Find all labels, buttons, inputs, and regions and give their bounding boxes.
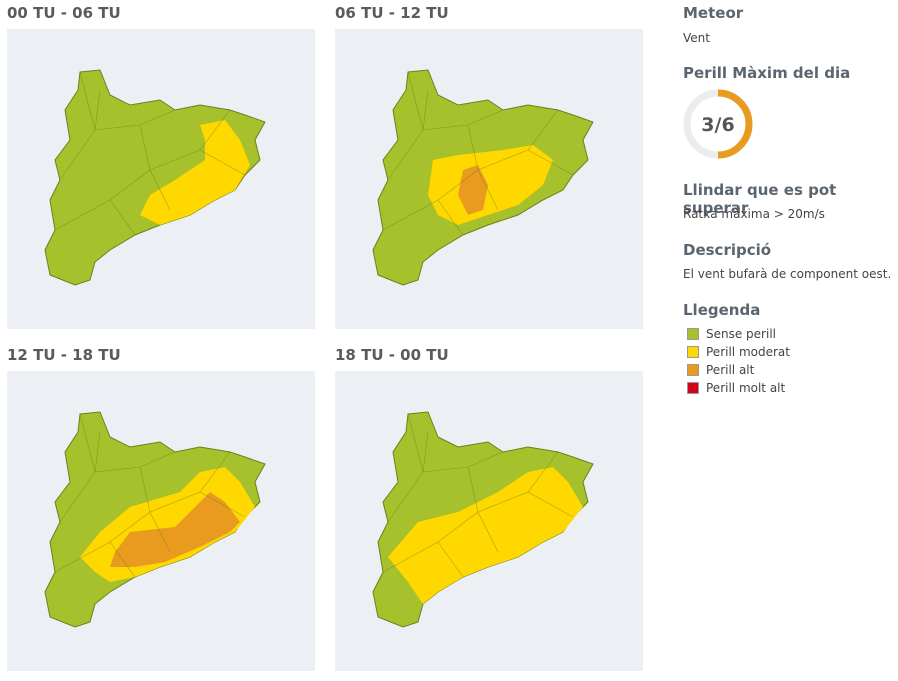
map-panel bbox=[7, 371, 315, 671]
legend-title: Llegenda bbox=[683, 301, 761, 319]
threshold-title: Llindar que es pot superar bbox=[683, 181, 837, 217]
max-title: Perill Màxim del dia bbox=[683, 64, 851, 82]
legend-swatch bbox=[687, 328, 699, 340]
panel-title: 00 TU - 06 TU bbox=[7, 4, 121, 22]
map-panel bbox=[335, 371, 643, 671]
description-title: Descripció bbox=[683, 241, 772, 259]
panel-title: 18 TU - 00 TU bbox=[335, 346, 449, 364]
legend-label: Perill molt alt bbox=[706, 381, 786, 395]
threshold-value: Ratxa màxima > 20m/s bbox=[683, 207, 825, 221]
maps bbox=[7, 29, 643, 671]
legend-item: Sense perill bbox=[687, 327, 776, 341]
gauge: 3/6 bbox=[683, 89, 753, 159]
legend-item: Perill moderat bbox=[687, 345, 790, 359]
panel-title: 12 TU - 18 TU bbox=[7, 346, 121, 364]
legend-swatch bbox=[687, 382, 699, 394]
legend-label: Perill alt bbox=[706, 363, 755, 377]
meteor-value: Vent bbox=[683, 31, 710, 45]
legend-label: Sense perill bbox=[706, 327, 776, 341]
meteor-title: Meteor bbox=[683, 4, 744, 22]
legend-swatch bbox=[687, 346, 699, 358]
legend-item: Perill alt bbox=[687, 363, 754, 377]
legend-swatch bbox=[687, 364, 699, 376]
description-value: El vent bufarà de component oest. bbox=[683, 267, 892, 281]
legend-label: Perill moderat bbox=[706, 345, 790, 359]
panel-title: 06 TU - 12 TU bbox=[335, 4, 449, 22]
gauge-label: 3/6 bbox=[701, 114, 734, 136]
map-panel bbox=[7, 29, 315, 329]
legend-item: Perill molt alt bbox=[687, 381, 785, 395]
map-panel bbox=[335, 29, 643, 329]
